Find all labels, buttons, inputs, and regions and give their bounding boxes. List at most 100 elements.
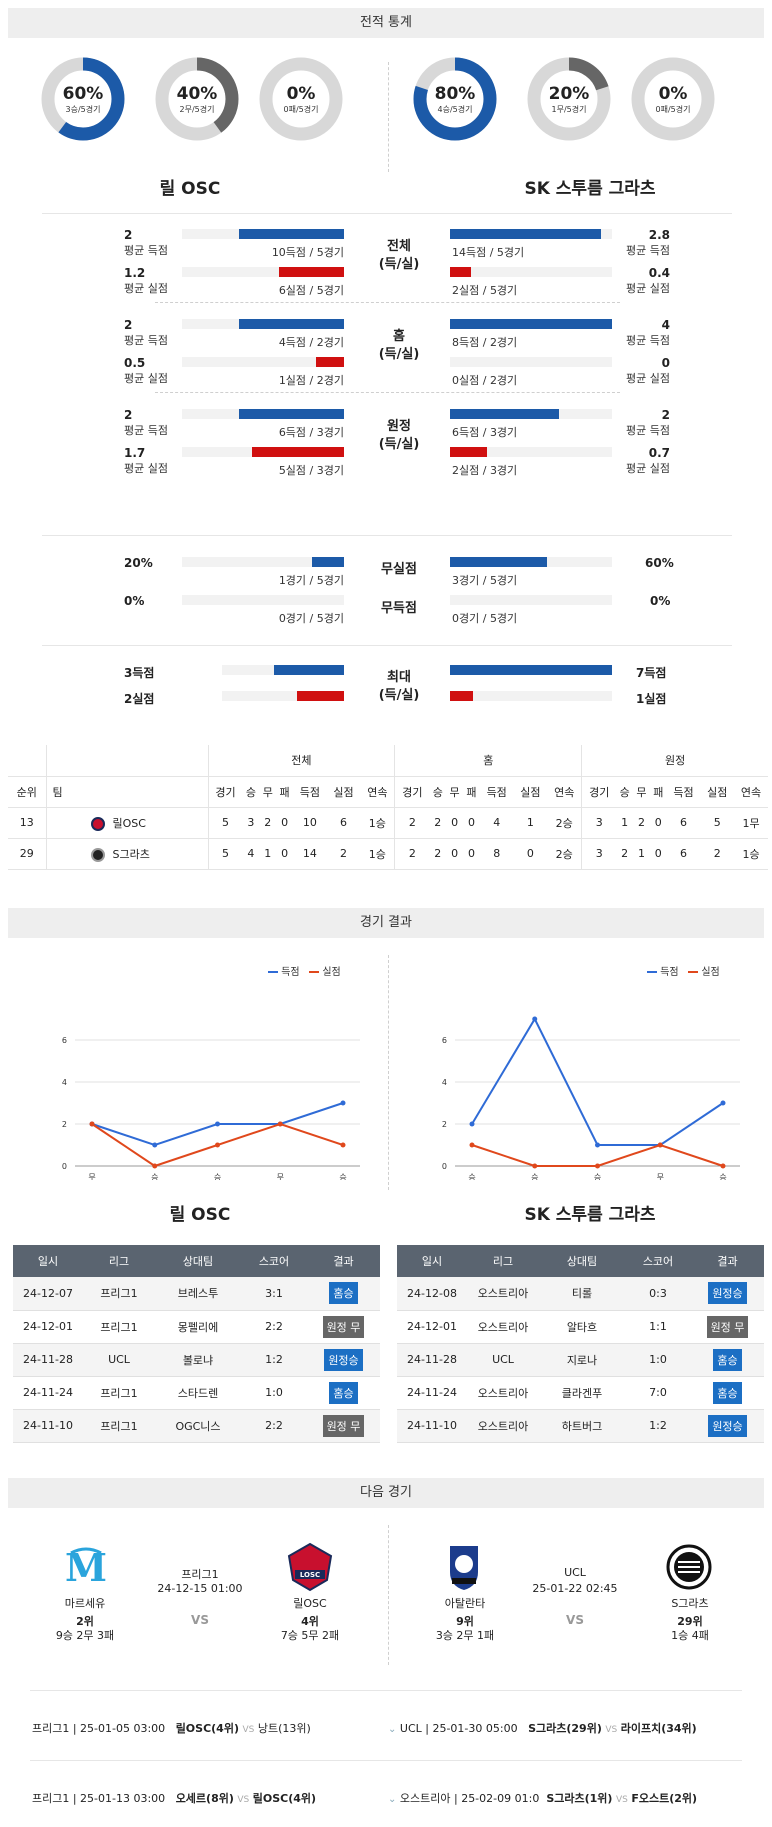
table-row[interactable]: 13 릴OSC 5 3 2 0 10 6 1승 2 2 0 0 4 1 2승 3 1 2 0 6 5 1무 — [8, 807, 768, 839]
vs-label: VS — [237, 1795, 250, 1805]
col-header: 경기 — [208, 776, 243, 808]
donut-right-1: 20% 1무/5경기 — [526, 56, 612, 142]
result-badge: 원정 무 — [322, 1315, 365, 1338]
table-row[interactable]: 24-12-08 오스트리아 티롤 0:3 원정승 — [397, 1277, 764, 1311]
stat-cell: 2승 — [547, 838, 583, 870]
stat-cell: 0 — [276, 838, 293, 870]
stat-cell: 2 — [394, 838, 430, 870]
divider — [388, 955, 389, 1190]
stat-group-label-line1: 전체 — [387, 239, 411, 254]
data-point-conceded — [532, 1163, 538, 1169]
date-cell: 24-11-10 — [13, 1409, 83, 1443]
stat-right-value: 2 — [661, 408, 670, 422]
opponent-cell: 티롤 — [539, 1277, 625, 1311]
x-tick-label: 승 — [214, 1173, 221, 1180]
line-chart-right: 0 2 4 6 승 승 승 무 승 — [442, 1016, 740, 1180]
legend-swatch-conceded — [688, 971, 699, 973]
donut-ring — [155, 57, 239, 141]
table-row[interactable]: 29 S그라츠 5 4 1 0 14 2 1승 2 2 0 0 8 0 2승 3 2 1 0 6 2 1승 — [8, 838, 768, 870]
team-name: 릴OSC — [112, 816, 146, 830]
table-row[interactable]: 24-11-24 오스트리아 클라겐푸 7:0 홈승 — [397, 1376, 764, 1410]
stat-cell: 2 — [429, 838, 447, 870]
away-team: 릴OSC — [293, 1597, 327, 1610]
stat-left-label: 평균 득점 — [124, 334, 168, 347]
divider — [30, 1760, 742, 1761]
stat-right-score-bar — [450, 319, 612, 329]
upcoming-left-2[interactable]: 프리그1 | 25-01-13 03:00 오세르(8위) VS 릴OSC(4위… — [32, 1790, 316, 1806]
stat-right-caption: 2실점 / 5경기 — [452, 284, 518, 297]
col-header: 리그 — [83, 1245, 155, 1277]
team-cell: S그라츠 — [46, 838, 209, 870]
noscore-right-pct: 0% — [650, 594, 671, 608]
opponent-cell: OGC니스 — [155, 1409, 241, 1443]
result-cell: 원정 무 — [307, 1310, 380, 1344]
team-cell: 릴OSC — [46, 807, 209, 839]
result-badge: 원정승 — [708, 1414, 747, 1437]
stat-cell: 0 — [649, 838, 667, 870]
bar-track — [182, 267, 344, 277]
table-row[interactable]: 24-12-07 프리그1 브레스투 3:1 홈승 — [13, 1277, 380, 1311]
table-row[interactable]: 24-12-01 프리그1 몽펠리에 2:2 원정 무 — [13, 1310, 380, 1344]
col-header: 득점 — [666, 776, 701, 808]
stat-left-score-bar — [239, 229, 344, 239]
result-cell: 홈승 — [691, 1343, 764, 1377]
stat-cell: 8 — [479, 838, 514, 870]
x-tick-label: 승 — [151, 1173, 158, 1180]
bar-track — [450, 267, 612, 277]
league-cell: 오스트리아 — [467, 1277, 539, 1311]
table-row[interactable]: 24-11-28 UCL 지로나 1:0 홈승 — [397, 1343, 764, 1377]
vs-label: VS — [242, 1725, 255, 1735]
table-header-row: 일시 리그 상대팀 스코어 결과 — [13, 1245, 380, 1277]
stat-cell: 14 — [293, 838, 327, 870]
table-row[interactable]: 24-11-10 오스트리아 하트버그 1:2 원정승 — [397, 1409, 764, 1443]
stat-group-label: 홈 (득/실) — [364, 328, 434, 364]
stat-left-conceded-bar — [252, 447, 344, 457]
donut-caption: 3승/5경기 — [65, 105, 101, 114]
y-tick-label: 4 — [62, 1078, 67, 1087]
stat-left-caption: 1실점 / 2경기 — [278, 374, 344, 387]
max-label: 최대 (득/실) — [364, 669, 434, 705]
upcoming-left-1[interactable]: 프리그1 | 25-01-05 03:00 릴OSC(4위) VS 낭트(13위… — [32, 1720, 311, 1736]
stat-cell: 2 — [259, 807, 277, 839]
data-point-score — [595, 1142, 600, 1148]
y-tick-label: 6 — [62, 1036, 67, 1045]
league: UCL — [564, 1566, 586, 1579]
stat-right-caption: 2실점 / 3경기 — [452, 464, 518, 477]
upcoming-right-1[interactable]: ⌄ UCL | 25-01-30 05:00 S그라츠(29위) VS 라이프치… — [388, 1720, 697, 1736]
stat-left-label: 평균 실점 — [124, 282, 168, 295]
cleansheet-right-bar — [450, 557, 547, 567]
result-cell: 홈승 — [307, 1376, 380, 1410]
upcoming-right-2[interactable]: ⌄ 오스트리아 | 25-02-09 01:0 S그라츠(1위) VS F오스트… — [388, 1790, 697, 1806]
stat-cell: 3 — [581, 838, 617, 870]
rank-cell: 13 — [8, 807, 47, 839]
vs-label: VS — [566, 1613, 584, 1627]
stat-cell: 0 — [276, 807, 293, 839]
date-cell: 24-11-28 — [13, 1343, 83, 1377]
col-header: 실점 — [700, 776, 735, 808]
max-left-score-bar — [274, 665, 344, 675]
chart-legend-right: 득점 실점 — [647, 963, 720, 978]
table-row[interactable]: 24-11-10 프리그1 OGC니스 2:2 원정 무 — [13, 1409, 380, 1443]
away-team: F오스트(2위) — [631, 1792, 698, 1805]
y-tick-label: 0 — [62, 1162, 67, 1171]
legend-swatch-score — [268, 971, 278, 973]
col-header: 승 — [616, 776, 634, 808]
stat-group-label-line1: 원정 — [387, 419, 411, 434]
sturm-graz-logo-icon — [666, 1544, 712, 1590]
y-tick-label: 0 — [442, 1162, 447, 1171]
data-point-conceded — [595, 1163, 600, 1169]
table-row[interactable]: 24-11-28 UCL 볼로냐 1:2 원정승 — [13, 1343, 380, 1377]
max-right-conceded: 1실점 — [636, 692, 667, 706]
opponent-cell: 지로나 — [539, 1343, 625, 1377]
max-right-score: 7득점 — [636, 666, 667, 680]
donut-right-2: 0% 0패/5경기 — [630, 56, 716, 142]
table-row[interactable]: 24-12-01 오스트리아 알타흐 1:1 원정 무 — [397, 1310, 764, 1344]
team-name-right: SK 스투름 그라츠 — [524, 179, 656, 199]
legend-conceded: 실점 — [701, 967, 720, 978]
stat-cell: 1 — [259, 838, 277, 870]
bar-track — [450, 357, 612, 367]
donut-percent: 0% — [658, 84, 688, 104]
data-point-score — [215, 1121, 220, 1127]
divider — [155, 392, 620, 393]
table-row[interactable]: 24-11-24 프리그1 스타드렌 1:0 홈승 — [13, 1376, 380, 1410]
